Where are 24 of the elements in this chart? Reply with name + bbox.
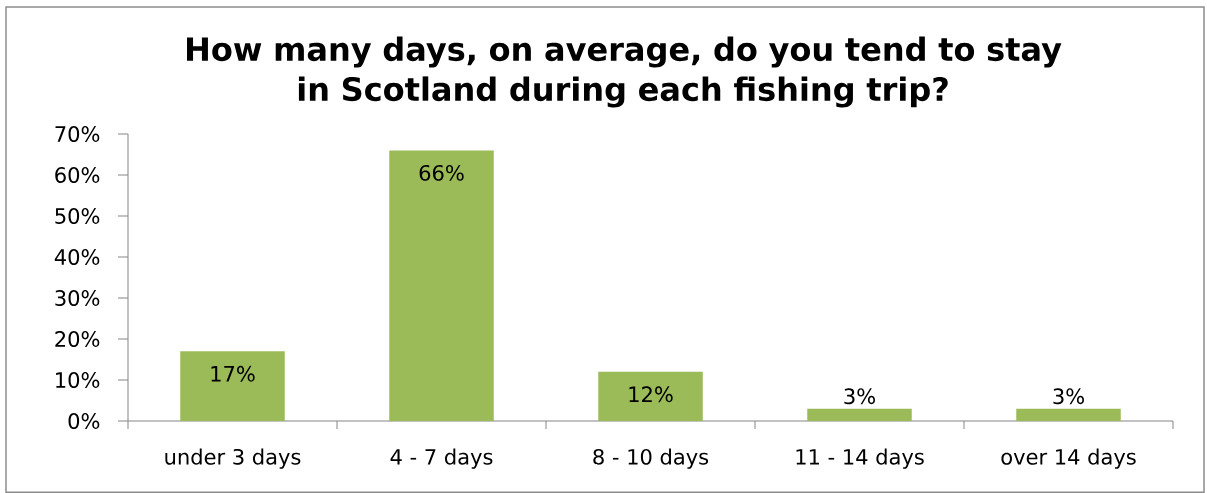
bar	[598, 371, 703, 421]
x-tick-label: 11 - 14 days	[796, 448, 924, 469]
data-label: 66%	[419, 164, 464, 181]
bar	[807, 408, 912, 421]
y-tick-label: 20%	[55, 331, 100, 347]
x-tick-label: 4 - 7 days	[390, 448, 493, 469]
y-tick-label: 50%	[55, 208, 100, 224]
bar	[180, 351, 285, 421]
bar	[1016, 408, 1121, 421]
data-label: 17%	[211, 365, 255, 382]
data-label: 3%	[844, 388, 875, 405]
y-tick-label: 40%	[54, 249, 100, 265]
y-tick-label: 70%	[55, 126, 100, 142]
bar	[389, 150, 494, 421]
x-tick-label: over 14 days	[1001, 448, 1136, 469]
x-tick-label: under 3 days	[165, 448, 301, 469]
chart-title: How many days, on average, do you tend to stay in Scotland during each fishing trip?	[187, 36, 1062, 108]
y-tick-label: 30%	[55, 290, 100, 306]
y-tick-label: 0%	[68, 413, 100, 429]
data-label: 3%	[1053, 388, 1084, 405]
data-label: 12%	[629, 386, 673, 403]
y-tick-label: 60%	[55, 167, 100, 183]
x-tick-label: 8 - 10 days	[593, 448, 709, 469]
y-tick-label: 10%	[56, 372, 100, 388]
